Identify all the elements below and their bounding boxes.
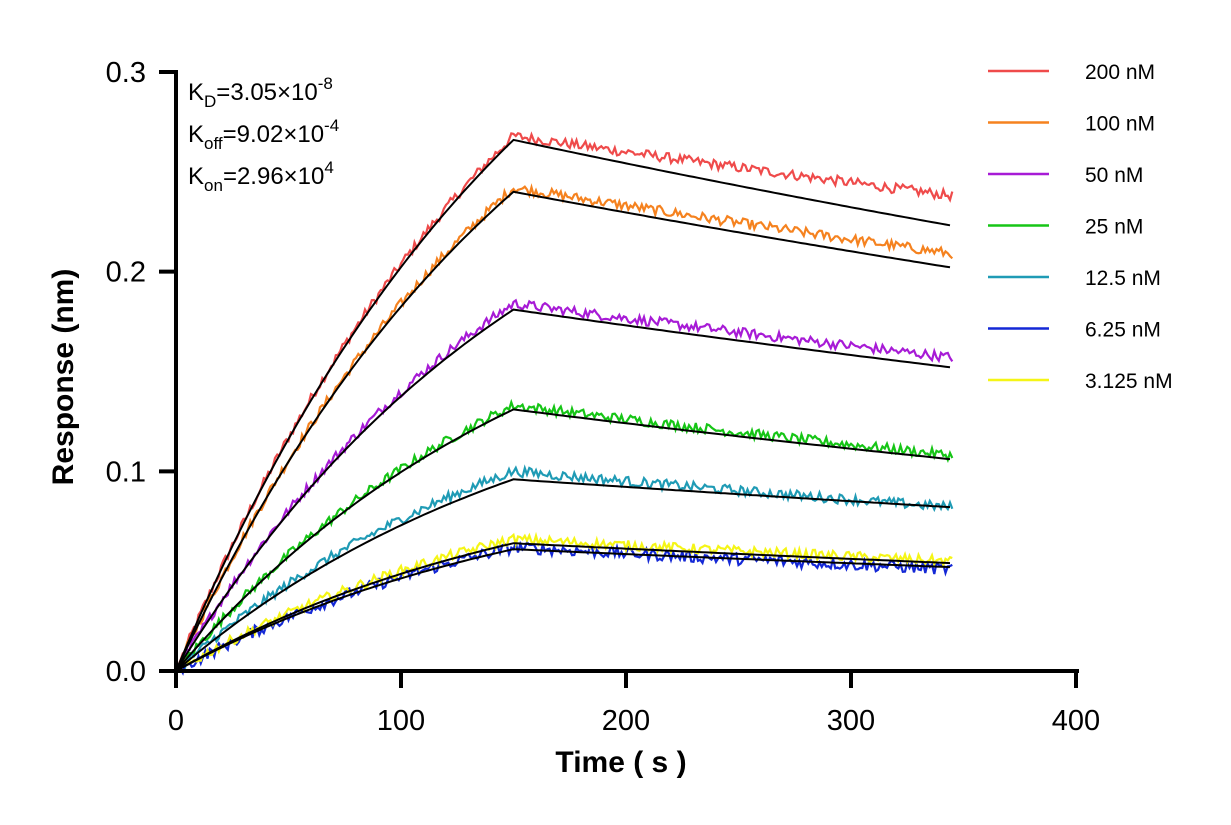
series-line-4 xyxy=(175,464,954,672)
axes-layer xyxy=(174,70,1079,673)
x-tick-label-0: 0 xyxy=(168,705,184,737)
fit-line-4 xyxy=(175,478,951,672)
series-line-1 xyxy=(175,183,954,672)
series-line-2 xyxy=(175,298,954,672)
series-line-0 xyxy=(174,131,954,672)
x-axis-title: Time ( s ) xyxy=(555,746,686,779)
fit-layer xyxy=(175,138,951,672)
kinetics-annotation-2: Kon=2.96×104 xyxy=(188,158,334,195)
legend-label-5: 6.25 nM xyxy=(1085,319,1161,342)
x-tick-label-2: 200 xyxy=(602,705,650,737)
fit-line-0 xyxy=(175,138,951,672)
y-tick-label-1: 0.1 xyxy=(106,456,146,488)
fit-line-5 xyxy=(175,548,951,672)
fit-line-1 xyxy=(175,190,951,672)
y-tick-label-2: 0.2 xyxy=(106,257,146,289)
legend-label-3: 25 nM xyxy=(1085,216,1143,239)
series-line-6 xyxy=(175,531,953,672)
fit-line-6 xyxy=(175,542,951,672)
legend-label-1: 100 nM xyxy=(1085,113,1155,136)
kinetics-annotation-1: Koff=9.02×10-4 xyxy=(188,116,339,153)
y-axis-title: Response (nm) xyxy=(47,269,80,486)
kinetics-annotations: KD=3.05×10-8 Koff=9.02×10-4 Kon=2.96×104 xyxy=(188,74,339,195)
ticks-layer: 0 100 200 300 400 0.0 0.1 0.2 0.3 xyxy=(106,57,1101,737)
x-tick-label-1: 100 xyxy=(377,705,425,737)
fit-line-3 xyxy=(175,408,951,672)
legend-label-2: 50 nM xyxy=(1085,164,1143,187)
fit-line-2 xyxy=(175,308,951,672)
legend-label-4: 12.5 nM xyxy=(1085,267,1161,290)
y-tick-label-3: 0.3 xyxy=(106,57,146,89)
legend-label-6: 3.125 nM xyxy=(1085,370,1173,393)
series-line-3 xyxy=(175,398,954,672)
x-tick-label-4: 400 xyxy=(1052,705,1100,737)
series-layer xyxy=(174,131,954,676)
legend: 200 nM 100 nM 50 nM 25 nM 12.5 nM 6.25 nM 3.12… xyxy=(988,61,1173,393)
legend-label-0: 200 nM xyxy=(1085,61,1155,84)
kinetics-annotation-0: KD=3.05×10-8 xyxy=(188,74,333,111)
y-tick-label-0: 0.0 xyxy=(106,656,146,688)
x-tick-label-3: 300 xyxy=(827,705,875,737)
